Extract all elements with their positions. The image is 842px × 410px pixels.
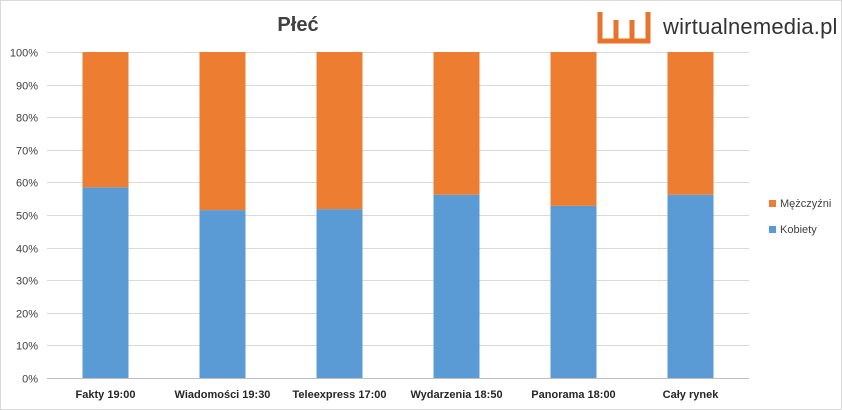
y-tick-label: 40% — [16, 244, 38, 256]
legend-swatch — [769, 226, 776, 233]
x-tick-label: Teleexpress 17:00 — [293, 389, 387, 401]
bar-segment-mezczyzni — [199, 52, 246, 211]
x-tick-label: Wiadomości 19:30 — [175, 389, 271, 401]
bar-segment-kobiety — [199, 210, 246, 378]
y-tick-label: 50% — [16, 211, 38, 223]
grid-lines — [47, 52, 749, 379]
bar-segment-kobiety — [550, 205, 597, 378]
bar-segment-mezczyzni — [316, 52, 363, 210]
legend: Mężczyźni Kobiety — [769, 198, 831, 236]
legend-swatch — [769, 200, 776, 207]
bars — [82, 52, 714, 378]
x-tick-label: Fakty 19:00 — [76, 389, 136, 401]
logo-text: wirtualnemedia.pl — [663, 14, 838, 39]
bar-segment-mezczyzni — [433, 52, 480, 195]
x-tick-label: Cały rynek — [663, 389, 720, 401]
y-tick-label: 80% — [16, 113, 38, 125]
y-tick-label: 20% — [16, 309, 38, 321]
bar-segment-mezczyzni — [550, 52, 597, 206]
brand-logo: wirtualnemedia.pl — [597, 9, 838, 45]
bar-segment-kobiety — [667, 194, 714, 378]
y-tick-label: 10% — [16, 341, 38, 353]
x-tick-label: Wydarzenia 18:50 — [410, 389, 502, 401]
bar-segment-kobiety — [82, 187, 129, 378]
bar-segment-kobiety — [433, 194, 480, 378]
y-tick-label: 100% — [10, 48, 38, 60]
y-axis: 0% 10% 20% 30% 40% 50% 60% 70% 80% 90% 100% — [10, 48, 38, 386]
bar-segment-mezczyzni — [667, 52, 714, 195]
bar-segment-kobiety — [316, 209, 363, 378]
y-tick-label: 70% — [16, 146, 38, 158]
wm-logo-icon — [597, 12, 651, 44]
legend-label: Mężczyźni — [780, 198, 831, 210]
x-tick-label: Panorama 18:00 — [531, 389, 615, 401]
x-axis: Fakty 19:00 Wiadomości 19:30 Teleexpress 1… — [76, 389, 720, 401]
y-tick-label: 30% — [16, 276, 38, 288]
y-tick-label: 60% — [16, 178, 38, 190]
legend-label: Kobiety — [780, 224, 817, 236]
chart-title: Płeć — [277, 14, 318, 36]
bar-segment-mezczyzni — [82, 52, 129, 188]
y-tick-label: 0% — [22, 374, 38, 386]
y-tick-label: 90% — [16, 81, 38, 93]
